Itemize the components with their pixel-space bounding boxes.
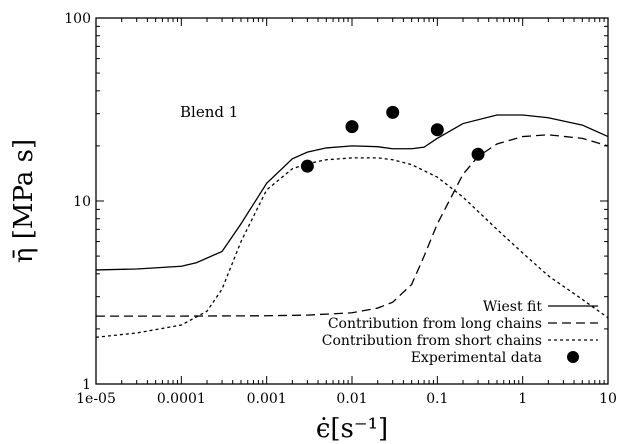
x-tick-label: 1e-05	[76, 391, 116, 407]
x-tick-label: 10	[599, 391, 617, 407]
x-tick-label: 1	[518, 391, 527, 407]
legend-label: Experimental data	[411, 350, 542, 366]
legend-label: Contribution from long chains	[328, 316, 542, 332]
blend-annotation: Blend 1	[180, 103, 238, 121]
y-tick-label: 10	[73, 194, 91, 210]
legend-label: Wiest fit	[483, 299, 543, 315]
series-line-solid	[95, 114, 609, 271]
x-tick-label: 0.01	[336, 391, 367, 407]
x-tick-label: 0.0001	[157, 391, 206, 407]
series-line-dotted	[95, 157, 609, 338]
experimental-point	[430, 123, 444, 137]
experimental-point	[471, 147, 485, 161]
x-axis-title: ϵ̇[s⁻¹]	[316, 414, 388, 444]
experimental-point	[386, 105, 400, 119]
x-tick-label: 0.1	[426, 391, 448, 407]
y-tick-label: 1	[82, 377, 91, 393]
experimental-point	[345, 120, 359, 134]
legend-label: Contribution from short chains	[322, 333, 542, 349]
x-tick-label: 0.001	[247, 391, 287, 407]
series-layer	[95, 114, 609, 338]
experimental-points	[300, 105, 485, 173]
y-axis-title: η̄ [MPa s]	[9, 139, 39, 263]
legend-marker-point	[567, 351, 579, 363]
y-tick-label: 100	[64, 11, 91, 27]
experimental-point	[300, 159, 314, 173]
series-line-dashed	[96, 134, 609, 317]
